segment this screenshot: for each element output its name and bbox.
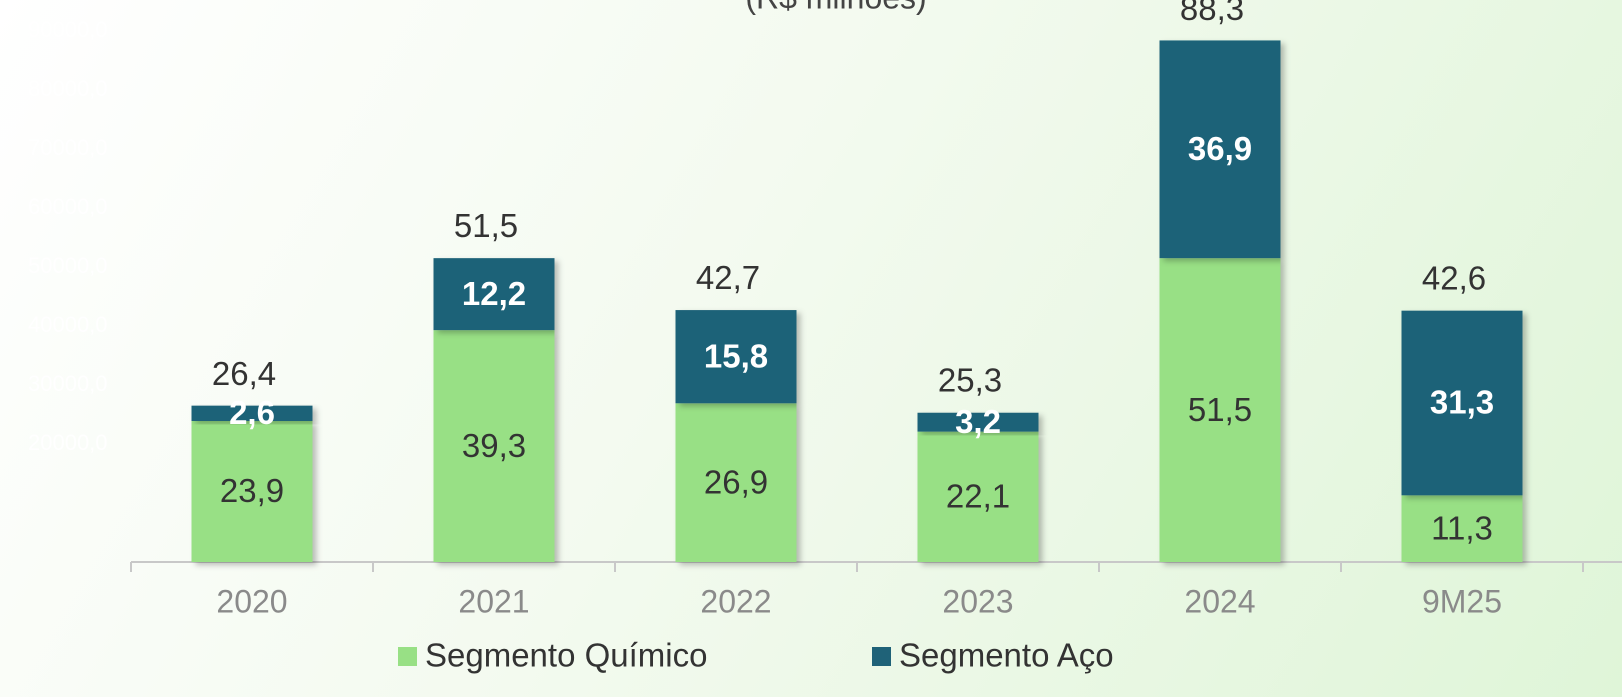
bar-segment [917,412,1039,432]
x-tick-label: 9M25 [1422,583,1502,619]
bar-segment [433,258,555,331]
y-tick-label: 20000,0 [28,430,108,455]
bar-segment [191,420,313,562]
bar-label: 23,9 [220,472,284,509]
chart-subtitle: (R$ milhões) [745,0,926,15]
x-tick-label: 2021 [458,583,529,619]
bar-label: 36,9 [1188,130,1252,167]
bar-label: 2,6 [229,394,275,431]
legend-label: Segmento Aço [899,637,1114,674]
y-tick-label: 30000,0 [28,371,108,396]
total-label: 25,3 [938,361,1002,398]
y-tick-label: 90000,0 [28,17,108,42]
total-label: 42,7 [696,259,760,296]
bar-label: 3,2 [955,403,1001,440]
bar-label: 15,8 [704,337,768,374]
x-tick-label: 2023 [942,583,1013,619]
bar-segment [433,330,555,562]
bar-segment [917,431,1039,562]
bar-segment [1401,310,1523,496]
x-tick-label: 2022 [700,583,771,619]
total-label: 51,5 [454,207,518,244]
legend-swatch [872,647,891,666]
bar-label: 26,9 [704,463,768,500]
bar-segment [675,403,797,562]
bar-label: 11,3 [1431,509,1493,546]
bar-segment [675,310,797,404]
y-tick-label: 40000,0 [28,312,108,337]
bar-label: 12,2 [462,275,526,312]
total-label: 88,3 [1180,0,1244,27]
total-label: 26,4 [212,355,276,392]
bar-segment [1401,495,1523,562]
x-tick-label: 2024 [1184,583,1255,619]
bar-segment [1159,258,1281,562]
y-tick-label: 70000,0 [28,135,108,160]
y-tick-label: 50000,0 [28,253,108,278]
y-tick-label: 60000,0 [28,194,108,219]
y-tick-label: 80000,0 [28,76,108,101]
bar-label: 51,5 [1188,391,1252,428]
legend-swatch [398,647,417,666]
bar-label: 22,1 [946,478,1010,515]
bar-label: 39,3 [462,427,526,464]
bar-label: 31,3 [1430,384,1494,421]
bar-segment [1159,40,1281,259]
legend-label: Segmento Químico [425,637,707,674]
x-tick-label: 2020 [216,583,287,619]
bar-segment [191,405,313,421]
total-label: 42,6 [1422,259,1486,296]
